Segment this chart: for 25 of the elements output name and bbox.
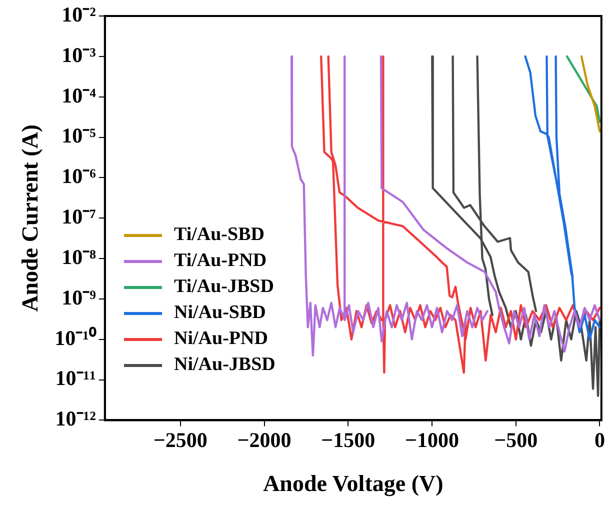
legend-label: Ni/Au-JBSD — [174, 353, 276, 377]
legend-label: Ti/Au-PND — [174, 249, 267, 273]
legend-label: Ti/Au-JBSD — [174, 275, 274, 299]
x-tick-label: 0 — [594, 428, 605, 452]
y-tick-label: 10⁻⁹ — [62, 285, 96, 310]
x-tick-label: −1500 — [321, 428, 376, 452]
y-tick-label: 10⁻¹² — [55, 406, 96, 431]
x-axis-title: Anode Voltage (V) — [263, 471, 444, 498]
x-tick-label: −1000 — [405, 428, 459, 452]
y-tick-label: 10⁻³ — [62, 42, 96, 67]
x-tick-label: −500 — [494, 428, 538, 452]
y-tick-label: 10⁻¹⁰ — [54, 326, 97, 350]
y-tick-label: 10⁻⁸ — [62, 244, 96, 269]
legend-label: Ni/Au-PND — [174, 327, 268, 351]
y-axis-title: Anode Current (A) — [18, 124, 43, 312]
y-tick-label: 10⁻⁵ — [62, 124, 96, 148]
y-tick-label: 10⁻⁴ — [62, 83, 97, 108]
x-tick-label: −2500 — [153, 428, 208, 452]
x-tick-label: −2000 — [237, 428, 292, 452]
y-tick-label: 10⁻² — [62, 2, 96, 26]
legend-label: Ti/Au-SBD — [174, 223, 264, 247]
y-tick-label: 10⁻⁷ — [62, 204, 96, 229]
y-tick-label: 10⁻⁶ — [62, 164, 96, 188]
y-tick-label: 10⁻¹¹ — [55, 366, 96, 390]
legend-label: Ni/Au-SBD — [174, 301, 266, 325]
